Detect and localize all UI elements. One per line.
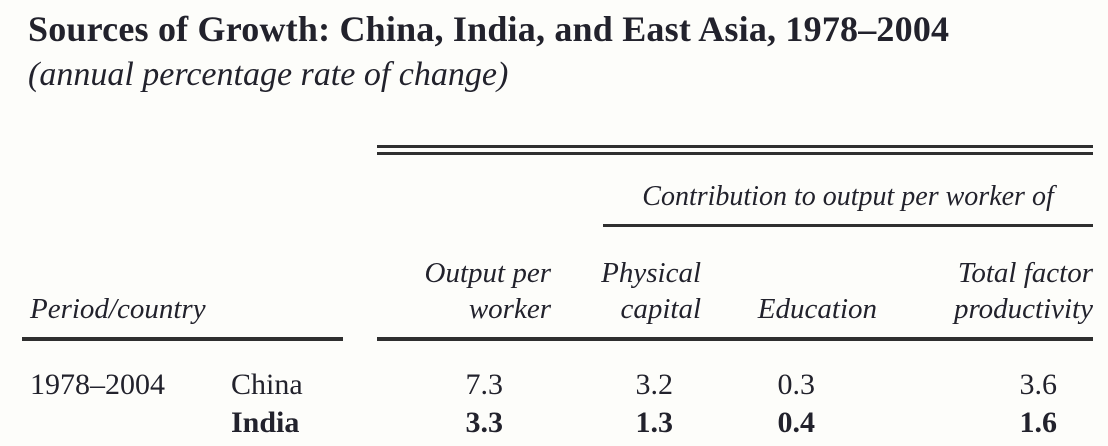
cell-period [22, 401, 227, 439]
top-rule-cell [377, 144, 1093, 155]
cell-education: 0.4 [777, 405, 816, 439]
cell-country: China [231, 367, 303, 401]
header-line1: Physical [601, 256, 701, 289]
cell-output-per-worker: 3.3 [465, 405, 504, 439]
column-header-output-per-worker: Output per worker [377, 227, 551, 337]
top-rule-spacer [22, 145, 377, 155]
table-row-china: 1978–2004 China 7.3 3.2 0.3 3.6 [22, 341, 1093, 401]
table-title: Sources of Growth: China, India, and Eas… [28, 9, 950, 49]
row-header-label: Period/country [30, 292, 206, 325]
cell-physical-capital: 1.3 [635, 405, 674, 439]
column-header-row: Period/country Output per worker Physica… [22, 227, 1093, 337]
table-top-double-rule [377, 144, 1093, 155]
cell-output-per-worker: 7.3 [465, 367, 504, 401]
cell-total-factor-productivity: 1.6 [1019, 405, 1058, 439]
cell-physical-capital: 3.2 [635, 367, 674, 401]
header-rule-row [22, 336, 1093, 341]
column-header-total-factor-productivity: Total factor productivity [877, 227, 1093, 337]
table-row-india: India 3.3 1.3 0.4 1.6 [22, 401, 1093, 439]
sources-of-growth-table: Contribution to output per worker of Per… [22, 144, 1093, 439]
header-line1: Output per [424, 256, 551, 289]
cell-period: 1978–2004 [30, 367, 165, 401]
header-rule-right [377, 336, 1093, 341]
header-line2: capital [620, 292, 701, 325]
header-line1: Total factor [957, 256, 1093, 289]
column-header-education: Education [701, 227, 877, 337]
spanner-cell: Contribution to output per worker of [551, 155, 1093, 227]
cell-education: 0.3 [777, 367, 816, 401]
header-line2: productivity [953, 292, 1093, 325]
spanner-header-label: Contribution to output per worker of [642, 180, 1054, 212]
spanner-header: Contribution to output per worker of [603, 155, 1093, 227]
header-rule-right-cell [377, 336, 1093, 341]
header-rule-left [22, 336, 343, 341]
header-line2: Education [757, 292, 877, 325]
top-rule-row [22, 144, 1093, 155]
header-rule-left-cell [22, 336, 377, 341]
cell-country: India [231, 405, 300, 439]
spanner-row: Contribution to output per worker of [22, 155, 1093, 227]
row-header-cell: Period/country [22, 227, 377, 337]
header-line2: worker [468, 292, 551, 325]
cell-total-factor-productivity: 3.6 [1019, 367, 1058, 401]
column-header-physical-capital: Physical capital [551, 227, 701, 337]
spanner-spacer [22, 155, 551, 227]
table-subtitle: (annual percentage rate of change) [28, 56, 509, 94]
